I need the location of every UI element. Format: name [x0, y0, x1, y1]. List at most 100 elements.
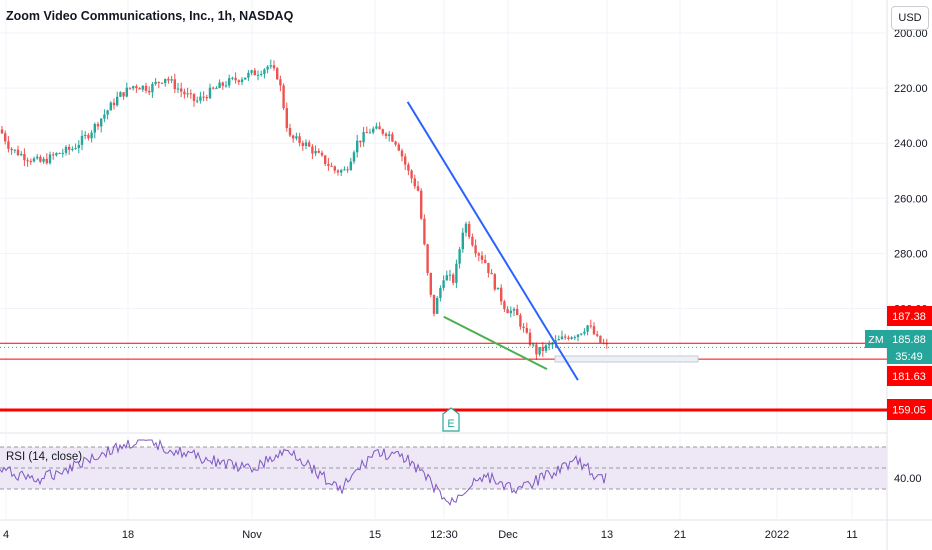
candle [564, 333, 567, 340]
candle-body [548, 344, 551, 346]
candle [132, 85, 135, 91]
candle-body [202, 96, 205, 98]
candle-body [58, 153, 61, 155]
candle-body [455, 263, 458, 283]
price-axis[interactable]: 300.00280.00260.00240.00220.00200.0040.0… [894, 28, 928, 485]
candle [160, 82, 164, 85]
candle [525, 322, 528, 335]
candle [538, 347, 541, 357]
candle [506, 306, 509, 314]
candle-body [586, 325, 589, 332]
time-tick-label: 15 [369, 529, 381, 541]
candle-body [503, 301, 506, 310]
candle-body [90, 132, 93, 139]
candle-body [218, 82, 221, 89]
candle [541, 342, 544, 357]
price-tick-label: 240.00 [894, 138, 928, 150]
currency-button[interactable]: USD [891, 6, 929, 30]
time-tick-label: 18 [122, 529, 134, 541]
candle-body [404, 156, 407, 165]
candle-body [64, 146, 68, 153]
candle-body [253, 70, 256, 76]
candle [61, 148, 64, 158]
candle [461, 227, 464, 253]
candle [13, 149, 16, 154]
candle [109, 101, 112, 111]
candle-body [365, 132, 368, 134]
candle-body [141, 85, 144, 90]
candle-body [317, 150, 320, 153]
time-tick-label: Nov [242, 529, 262, 541]
price-tag-upper-text: 187.38 [892, 311, 926, 323]
candle-body [439, 288, 442, 298]
candle [404, 153, 407, 170]
candle [148, 86, 151, 96]
candle-body [336, 170, 340, 173]
candle [496, 287, 500, 290]
candle-body [413, 178, 416, 187]
candle-body [103, 114, 106, 119]
candle [55, 152, 58, 157]
candle-body [420, 190, 423, 219]
candle [0, 126, 4, 134]
candle [20, 151, 23, 157]
candle [71, 146, 74, 152]
candle [199, 91, 202, 104]
candle-body [535, 344, 538, 355]
candle [410, 169, 413, 184]
candle [314, 145, 317, 157]
candle [490, 269, 493, 275]
candle-body [39, 156, 42, 162]
candle-body [0, 129, 4, 134]
candle-body [477, 253, 480, 256]
candle-body [192, 93, 196, 101]
candle [295, 132, 298, 141]
candle [432, 294, 436, 317]
candle [381, 128, 384, 136]
candle-body [464, 223, 468, 233]
candle [26, 157, 29, 167]
candle [212, 86, 215, 90]
rsi-tick-label: 40.00 [894, 473, 922, 485]
candle-body [410, 170, 413, 179]
time-axis[interactable]: 4 18 Nov 15 12:30 Dec 13 21 2022 11 [3, 529, 858, 541]
candle-body [55, 153, 58, 156]
candle-body [301, 142, 304, 146]
candle [599, 335, 602, 344]
candle [144, 82, 148, 94]
candle-body [592, 326, 596, 335]
candle-body [512, 308, 516, 311]
candle [317, 148, 320, 154]
candle-body [359, 140, 362, 143]
candle-body [170, 79, 173, 81]
candle [336, 169, 340, 176]
candle-body [122, 92, 125, 97]
candle-body [522, 326, 525, 328]
candle-body [234, 77, 237, 81]
candle-body [116, 96, 119, 106]
candle-body [215, 88, 218, 90]
candle [237, 79, 240, 86]
price-tag-support: 159.05 [887, 399, 932, 420]
candle-body [538, 347, 541, 355]
candle [455, 259, 458, 289]
candle-body [186, 93, 189, 95]
candle [573, 335, 576, 341]
candle [477, 251, 480, 262]
candle [365, 126, 368, 134]
candle [154, 78, 157, 86]
candle-body [279, 79, 282, 86]
candle-body [432, 294, 436, 314]
candle [186, 87, 189, 98]
candle-body [77, 144, 80, 149]
candle-body [388, 134, 391, 136]
candle [247, 70, 250, 81]
symbol-tag: ZM [865, 330, 887, 348]
candle-body [61, 152, 64, 154]
candle [116, 91, 119, 107]
price-tag-countdown-text: 35:49 [895, 351, 923, 363]
price-tag-support-text: 159.05 [892, 405, 926, 417]
candle [429, 272, 432, 298]
candle-body [42, 158, 45, 162]
